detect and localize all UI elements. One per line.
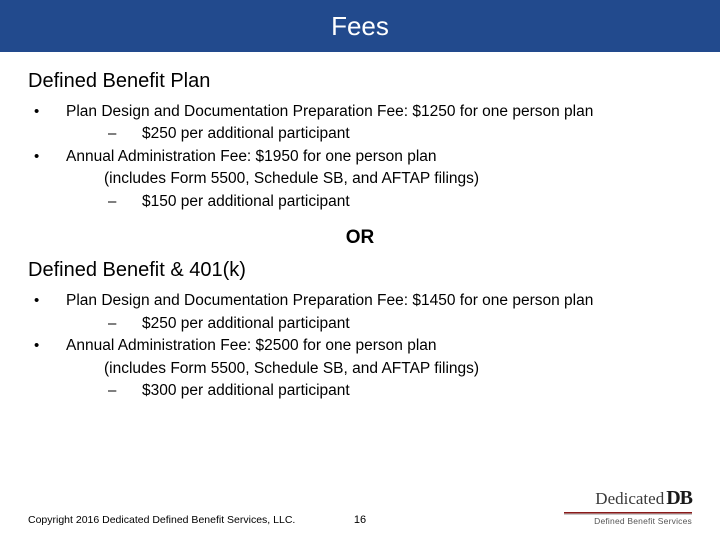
section-a-list: Plan Design and Documentation Preparatio… [28,101,692,213]
or-divider: OR [28,227,692,249]
sublist: $300 per additional participant [104,380,692,402]
copyright-text: Copyright 2016 Dedicated Defined Benefit… [28,514,295,526]
section-b-heading: Defined Benefit & 401(k) [28,259,692,282]
sublist: $150 per additional participant [104,191,692,213]
sub-item: $150 per additional participant [104,191,692,213]
section-b-list: Plan Design and Documentation Preparatio… [28,290,692,402]
item-text: Annual Administration Fee: $1950 for one… [66,148,437,165]
content-area: Defined Benefit Plan Plan Design and Doc… [0,52,720,403]
list-item: Annual Administration Fee: $1950 for one… [28,146,692,213]
slide: Fees Defined Benefit Plan Plan Design an… [0,0,720,540]
logo-word-db: DB [666,487,692,510]
item-text: Plan Design and Documentation Preparatio… [66,103,593,120]
item-includes: (includes Form 5500, Schedule SB, and AF… [66,168,692,190]
list-item: Annual Administration Fee: $2500 for one… [28,335,692,402]
sub-item: $250 per additional participant [104,123,692,145]
item-text: Plan Design and Documentation Preparatio… [66,292,593,309]
sublist: $250 per additional participant [104,313,692,335]
sublist: $250 per additional participant [104,123,692,145]
footer: Copyright 2016 Dedicated Defined Benefit… [28,487,692,526]
sub-item: $250 per additional participant [104,313,692,335]
slide-title: Fees [331,11,389,42]
logo-divider-icon [564,512,692,515]
title-band: Fees [0,0,720,52]
list-item: Plan Design and Documentation Preparatio… [28,101,692,146]
list-item: Plan Design and Documentation Preparatio… [28,290,692,335]
logo: Dedicated DB Defined Benefit Services [564,487,692,526]
item-includes: (includes Form 5500, Schedule SB, and AF… [66,358,692,380]
logo-subtitle: Defined Benefit Services [594,516,692,526]
logo-top: Dedicated DB [595,487,692,510]
logo-word-dedicated: Dedicated [595,489,664,509]
page-number: 16 [354,514,366,526]
sub-item: $300 per additional participant [104,380,692,402]
section-a-heading: Defined Benefit Plan [28,70,692,93]
item-text: Annual Administration Fee: $2500 for one… [66,337,437,354]
